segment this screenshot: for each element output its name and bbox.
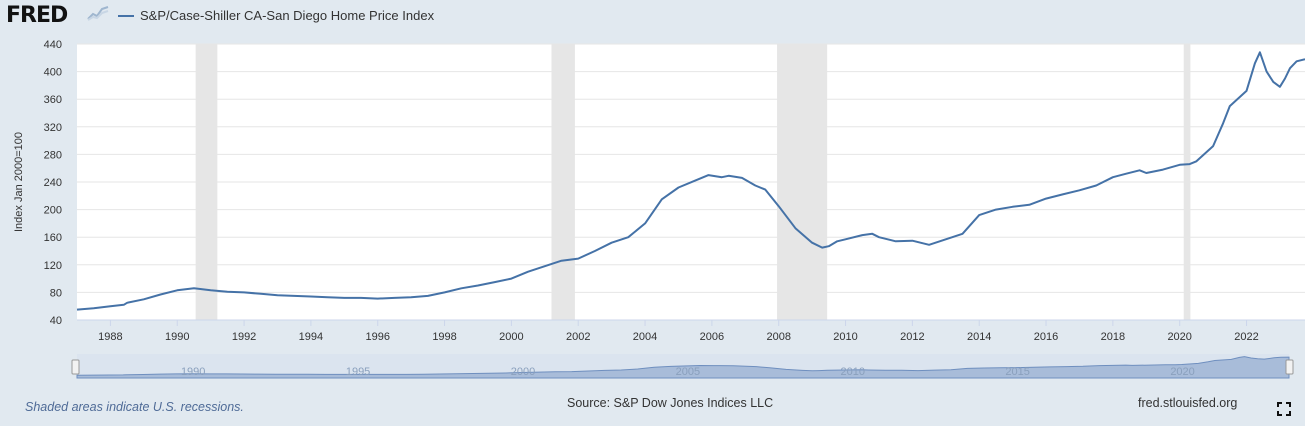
y-tick-label: 360 (44, 94, 62, 106)
site-link[interactable]: fred.stlouisfed.org (1138, 396, 1238, 410)
source-text: Source: S&P Dow Jones Indices LLC (567, 396, 774, 410)
grid (77, 43, 1305, 321)
legend-label: S&P/Case-Shiller CA-San Diego Home Price… (140, 8, 435, 23)
navigator-label: 2010 (841, 366, 865, 378)
navigator-label: 2015 (1005, 366, 1029, 378)
x-tick-label: 2010 (833, 331, 857, 343)
y-tick-label: 280 (44, 149, 62, 161)
x-tick-label: 2006 (700, 331, 724, 343)
x-tick-label: 1992 (232, 331, 256, 343)
navigator-label: 1990 (181, 366, 205, 378)
x-tick-label: 1998 (432, 331, 456, 343)
series-layer (76, 51, 1305, 311)
y-tick-label: 120 (44, 260, 62, 272)
navigator-labels: 1990 1995 2000 2005 2010 2015 2020 (181, 366, 1195, 378)
x-tick-label: 1996 (365, 331, 389, 343)
x-tick-label: 2016 (1034, 331, 1058, 343)
x-tick-label: 1990 (165, 331, 189, 343)
x-tick-label: 2002 (566, 331, 590, 343)
range-navigator[interactable]: 1990 1995 2000 2005 2010 2015 2020 (71, 354, 1294, 379)
x-tick-label: 1988 (98, 331, 122, 343)
navigator-label: 2020 (1170, 366, 1194, 378)
x-tick-label: 2000 (499, 331, 523, 343)
y-tick-label: 40 (50, 315, 62, 327)
y-tick-label: 200 (44, 205, 62, 217)
x-tick-label: 2014 (967, 331, 991, 343)
x-tick-label: 2020 (1167, 331, 1191, 343)
y-tick-label: 240 (44, 177, 62, 189)
x-tick-label: 2018 (1101, 331, 1125, 343)
y-tick-label: 440 (44, 39, 62, 51)
y-tick-label: 400 (44, 67, 62, 79)
y-axis-label: Index Jan 2000=100 (13, 132, 25, 232)
fullscreen-icon[interactable] (1277, 402, 1291, 416)
navigator-label: 2005 (676, 366, 700, 378)
x-tick-label: 2008 (766, 331, 790, 343)
x-axis: 1988 1990 1992 1994 1996 1998 2000 2002 2004 2006… (77, 319, 1305, 343)
y-axis: 40 80 120 160 200 240 280 320 360 400 440 (44, 39, 62, 327)
y-tick-label: 320 (44, 122, 62, 134)
x-tick-label: 2012 (900, 331, 924, 343)
line-chart-icon (87, 5, 109, 21)
y-tick-label: 160 (44, 232, 62, 244)
legend-swatch (118, 14, 134, 17)
navigator-area (76, 356, 1290, 379)
fred-logo[interactable]: FRED (6, 3, 68, 28)
series-line[interactable] (76, 51, 1305, 311)
recession-note: Shaded areas indicate U.S. recessions. (25, 400, 244, 414)
navigator-handle-right[interactable] (1285, 359, 1294, 375)
navigator-handle-left[interactable] (71, 359, 80, 375)
navigator-label: 1995 (346, 366, 370, 378)
chart-header: FRED S&P/Case-Shiller CA-San Diego Home … (0, 0, 1305, 34)
navigator-label: 2000 (511, 366, 535, 378)
legend[interactable]: S&P/Case-Shiller CA-San Diego Home Price… (118, 8, 434, 23)
y-tick-label: 80 (50, 287, 62, 299)
x-tick-label: 2004 (633, 331, 657, 343)
x-tick-label: 2022 (1234, 331, 1258, 343)
x-tick-label: 1994 (299, 331, 323, 343)
